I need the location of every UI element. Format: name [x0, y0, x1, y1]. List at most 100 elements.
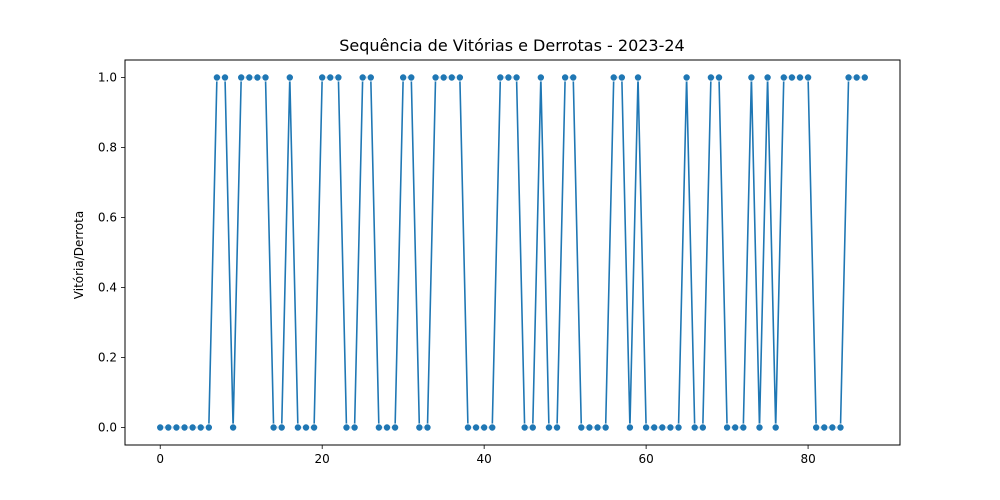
data-point — [698, 423, 707, 432]
data-point — [658, 423, 667, 432]
data-point — [723, 423, 732, 432]
data-point — [204, 423, 213, 432]
series-layer — [156, 73, 869, 432]
data-point — [374, 423, 383, 432]
data-point — [553, 423, 562, 432]
data-point — [488, 423, 497, 432]
data-point — [301, 423, 310, 432]
y-tick-label: 0.4 — [98, 281, 117, 295]
data-point — [852, 73, 861, 82]
x-tick-label: 60 — [638, 452, 653, 466]
data-point — [577, 423, 586, 432]
data-point — [285, 73, 294, 82]
data-point — [544, 423, 553, 432]
data-point — [747, 73, 756, 82]
data-point — [536, 73, 545, 82]
data-point — [601, 423, 610, 432]
data-point — [787, 73, 796, 82]
data-point — [447, 73, 456, 82]
data-point — [463, 423, 472, 432]
data-point — [795, 73, 804, 82]
data-point — [269, 423, 278, 432]
data-point — [472, 423, 481, 432]
data-point — [221, 73, 230, 82]
data-point — [706, 73, 715, 82]
data-point — [415, 423, 424, 432]
data-point — [180, 423, 189, 432]
data-point — [820, 423, 829, 432]
data-point — [836, 423, 845, 432]
y-tick-label: 0.8 — [98, 141, 117, 155]
data-point — [326, 73, 335, 82]
data-point — [860, 73, 869, 82]
data-point — [617, 73, 626, 82]
x-tick-label: 40 — [477, 452, 492, 466]
data-point — [237, 73, 246, 82]
data-point — [585, 423, 594, 432]
data-point — [504, 73, 513, 82]
data-point — [439, 73, 448, 82]
data-point — [229, 423, 238, 432]
x-tick-label: 80 — [800, 452, 815, 466]
data-point — [593, 423, 602, 432]
data-point — [407, 73, 416, 82]
data-point — [642, 423, 651, 432]
data-point — [512, 73, 521, 82]
data-point — [682, 73, 691, 82]
y-tick-label: 0.6 — [98, 211, 117, 225]
plot-frame — [124, 59, 901, 446]
data-point — [690, 423, 699, 432]
data-point — [763, 73, 772, 82]
data-point — [350, 423, 359, 432]
data-point — [245, 73, 254, 82]
data-point — [156, 423, 165, 432]
data-point — [334, 73, 343, 82]
data-point — [310, 423, 319, 432]
data-point — [212, 73, 221, 82]
data-point — [625, 423, 634, 432]
data-point — [172, 423, 181, 432]
data-point — [399, 73, 408, 82]
data-point — [520, 423, 529, 432]
data-point — [561, 73, 570, 82]
x-tick-label: 0 — [156, 452, 164, 466]
data-point — [528, 423, 537, 432]
data-point — [261, 73, 270, 82]
data-point — [196, 423, 205, 432]
y-tick-label: 0.0 — [98, 421, 117, 435]
data-point — [731, 423, 740, 432]
data-point — [164, 423, 173, 432]
y-axis: 0.0 0.2 0.4 0.6 0.8 1.0 — [98, 71, 125, 435]
data-point — [569, 73, 578, 82]
data-point — [804, 73, 813, 82]
data-point — [828, 423, 837, 432]
x-tick-label: 20 — [315, 452, 330, 466]
data-point — [496, 73, 505, 82]
data-point — [277, 423, 286, 432]
data-point — [293, 423, 302, 432]
x-axis: 0 20 40 60 80 — [156, 445, 816, 466]
data-point — [423, 423, 432, 432]
data-point — [609, 73, 618, 82]
data-point — [455, 73, 464, 82]
data-point — [366, 73, 375, 82]
data-point — [715, 73, 724, 82]
data-point — [358, 73, 367, 82]
data-point — [755, 423, 764, 432]
data-point — [253, 73, 262, 82]
chart-title: Sequência de Vitórias e Derrotas - 2023-… — [339, 36, 684, 55]
y-axis-label: Vitória/Derrota — [72, 211, 86, 299]
data-point — [844, 73, 853, 82]
data-point — [431, 73, 440, 82]
data-point — [812, 423, 821, 432]
data-point — [771, 423, 780, 432]
data-point — [382, 423, 391, 432]
series-line — [160, 76, 865, 429]
data-point — [391, 423, 400, 432]
data-point — [666, 423, 675, 432]
data-point — [188, 423, 197, 432]
data-point — [739, 423, 748, 432]
data-point — [674, 423, 683, 432]
